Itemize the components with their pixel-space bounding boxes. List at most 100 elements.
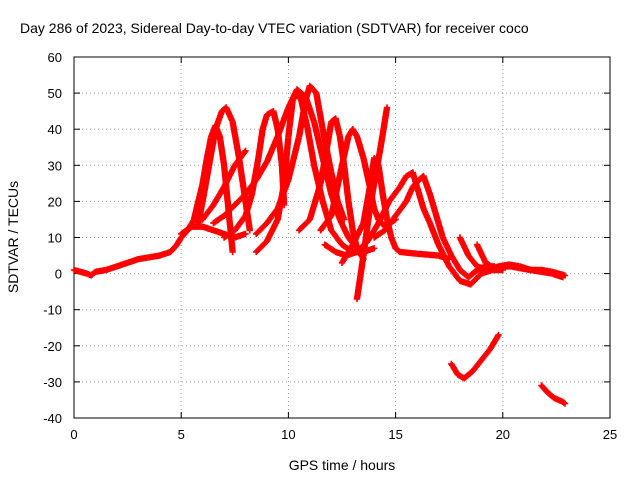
data-point	[370, 245, 378, 252]
data-point-segment	[295, 98, 309, 140]
data-point-segment	[338, 242, 356, 266]
data-point-segment	[386, 185, 403, 205]
y-tick-label: 50	[48, 86, 62, 101]
data-point	[340, 216, 348, 223]
x-tick-label: 15	[388, 427, 402, 442]
data-point	[242, 230, 249, 238]
data-point-segment	[317, 213, 334, 234]
data-point-segment	[360, 207, 373, 259]
series-arc-p	[473, 241, 569, 279]
data-point-segment	[310, 118, 326, 160]
data-point-segment	[167, 242, 180, 256]
data-point-segment	[83, 270, 93, 278]
data-point-segment	[242, 192, 255, 219]
series-arc-d	[199, 147, 249, 223]
data-point-segment	[253, 220, 270, 238]
data-marks	[70, 82, 569, 407]
data-point-segment	[403, 185, 416, 205]
data-point-segment	[210, 185, 227, 209]
data-point-segment	[304, 126, 317, 167]
data-point-segment	[420, 172, 433, 196]
data-point-segment	[413, 183, 427, 211]
data-point-segment	[270, 108, 281, 131]
data-point-segment	[220, 202, 237, 219]
x-tick-label: 10	[281, 427, 295, 442]
data-point-segment	[413, 250, 441, 259]
data-point-segment	[212, 109, 225, 133]
x-tick-label: 5	[178, 427, 185, 442]
data-point-segment	[88, 269, 98, 279]
data-point-segment	[433, 212, 446, 240]
data-point-segment	[317, 145, 330, 187]
data-point-segment	[469, 358, 484, 375]
data-point-segment	[336, 216, 351, 240]
data-point	[561, 272, 569, 279]
data-point-segment	[366, 156, 378, 191]
data-point-segment	[274, 126, 285, 167]
data-point-segment	[349, 221, 366, 248]
data-point-segment	[353, 133, 367, 160]
series-neg-1	[448, 331, 502, 382]
y-tick-label: 60	[48, 50, 62, 65]
x-tick-label: 25	[603, 427, 617, 442]
data-point-segment	[295, 217, 312, 234]
y-tick-label: -30	[43, 375, 62, 390]
data-point-segment	[420, 205, 433, 225]
axis-ticks: 0 5 10 15 20 25 -40 -30 -20 -10 0 10 20 30 40 50 60	[43, 50, 617, 442]
data-point	[561, 400, 569, 407]
data-point	[246, 227, 254, 234]
data-point-segment	[285, 134, 302, 183]
data-point-segment	[231, 213, 248, 234]
data-point	[383, 104, 391, 111]
y-tick-label: -10	[43, 303, 62, 318]
y-tick-label: 20	[48, 194, 62, 209]
x-axis-label: GPS time / hours	[289, 457, 396, 473]
data-point-segment	[360, 185, 373, 227]
y-tick-label: 10	[48, 231, 62, 246]
data-point-segment	[409, 177, 422, 191]
data-point-segment	[426, 219, 442, 247]
y-tick-label: 0	[55, 267, 62, 282]
data-point-segment	[448, 252, 463, 272]
data-point-segment	[259, 113, 270, 133]
data-point-segment	[371, 145, 384, 187]
data-point-segment	[223, 104, 236, 124]
series-arc-f	[220, 108, 288, 241]
data-point-segment	[467, 271, 484, 288]
data-point-segment	[461, 368, 475, 382]
data-point-segment	[559, 398, 568, 406]
data-point-segment	[345, 198, 356, 232]
data-point-segment	[263, 206, 280, 227]
data-point	[229, 248, 236, 256]
data-point-segment	[544, 389, 557, 401]
data-point-segment	[199, 163, 212, 205]
series-arc-m	[353, 104, 391, 303]
data-point-segment	[392, 245, 402, 255]
data-point-segment	[248, 156, 262, 198]
data-point-segment	[473, 241, 489, 265]
data-point-segment	[306, 181, 324, 223]
data-point-segment	[253, 239, 270, 256]
data-point-segment	[465, 252, 480, 269]
data-point-segment	[396, 248, 419, 257]
series-arc-c	[195, 104, 254, 234]
data-point-segment	[199, 203, 216, 223]
data-point-segment	[274, 178, 292, 212]
data-point-segment	[220, 163, 238, 191]
data-point-segment	[263, 217, 281, 245]
x-tick-label: 20	[496, 427, 510, 442]
x-tick-label: 0	[70, 427, 77, 442]
data-point-segment	[229, 118, 242, 160]
data-point-segment	[439, 234, 454, 258]
data-point-segment	[231, 148, 248, 169]
data-point-segment	[381, 213, 398, 234]
data-point-segment	[328, 163, 345, 219]
y-tick-label: 30	[48, 158, 62, 173]
data-point-segment	[313, 89, 326, 131]
data-point-segment	[205, 127, 219, 169]
data-point-segment	[332, 115, 343, 139]
data-point-segment	[486, 333, 501, 353]
data-point-segment	[446, 263, 463, 283]
